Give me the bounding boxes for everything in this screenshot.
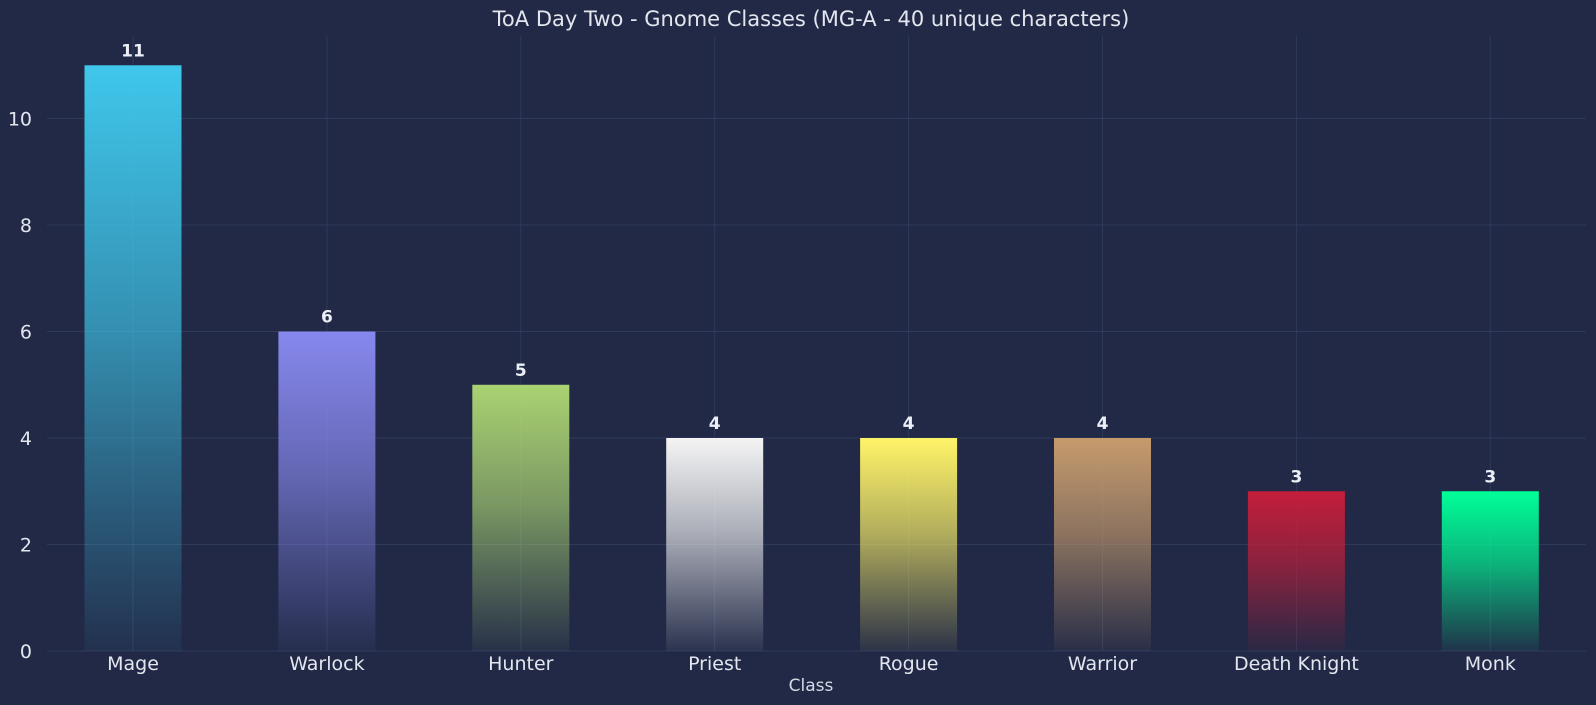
y-tick-label: 10 xyxy=(8,109,32,131)
bar-value-label: 4 xyxy=(1097,414,1109,434)
bar-value-label: 11 xyxy=(121,41,145,61)
x-tick-label: Rogue xyxy=(879,653,939,675)
bar-value-label: 3 xyxy=(1484,467,1496,487)
bar-value-label: 4 xyxy=(903,414,915,434)
bars xyxy=(84,65,1539,652)
x-tick-label: Priest xyxy=(688,653,741,675)
bar-warrior xyxy=(1054,438,1151,651)
bar-value-label: 5 xyxy=(515,361,527,381)
y-tick-label: 2 xyxy=(20,535,32,557)
y-axis-ticks: 0 2 4 6 8 10 xyxy=(8,109,32,663)
y-tick-label: 8 xyxy=(20,215,32,237)
x-tick-label: Warrior xyxy=(1068,653,1137,675)
x-axis-label: Class xyxy=(789,676,834,696)
bar-value-label: 6 xyxy=(321,308,333,328)
x-tick-label: Warlock xyxy=(289,653,364,675)
bar-death-knight xyxy=(1247,491,1345,651)
bar-mage xyxy=(84,65,182,652)
y-tick-label: 4 xyxy=(20,428,32,450)
bar-rogue xyxy=(860,438,958,651)
bar-warlock xyxy=(278,331,376,651)
x-tick-label: Hunter xyxy=(488,653,554,675)
x-axis-ticks: Mage Warlock Hunter Priest Rogue Warrior Death… xyxy=(107,653,1516,675)
bar-value-label: 4 xyxy=(709,414,721,434)
y-tick-label: 0 xyxy=(20,641,32,663)
bar-priest xyxy=(666,438,764,651)
bar-monk xyxy=(1441,491,1539,651)
x-tick-label: Mage xyxy=(107,653,159,675)
bar-value-label: 3 xyxy=(1290,467,1302,487)
y-tick-label: 6 xyxy=(20,322,32,344)
bar-value-labels: 11 6 5 4 4 4 3 3 xyxy=(121,41,1496,487)
bar-hunter xyxy=(472,384,570,651)
x-tick-label: Death Knight xyxy=(1234,653,1359,675)
chart-title: ToA Day Two - Gnome Classes (MG-A - 40 u… xyxy=(492,7,1130,31)
x-tick-label: Monk xyxy=(1465,653,1516,675)
